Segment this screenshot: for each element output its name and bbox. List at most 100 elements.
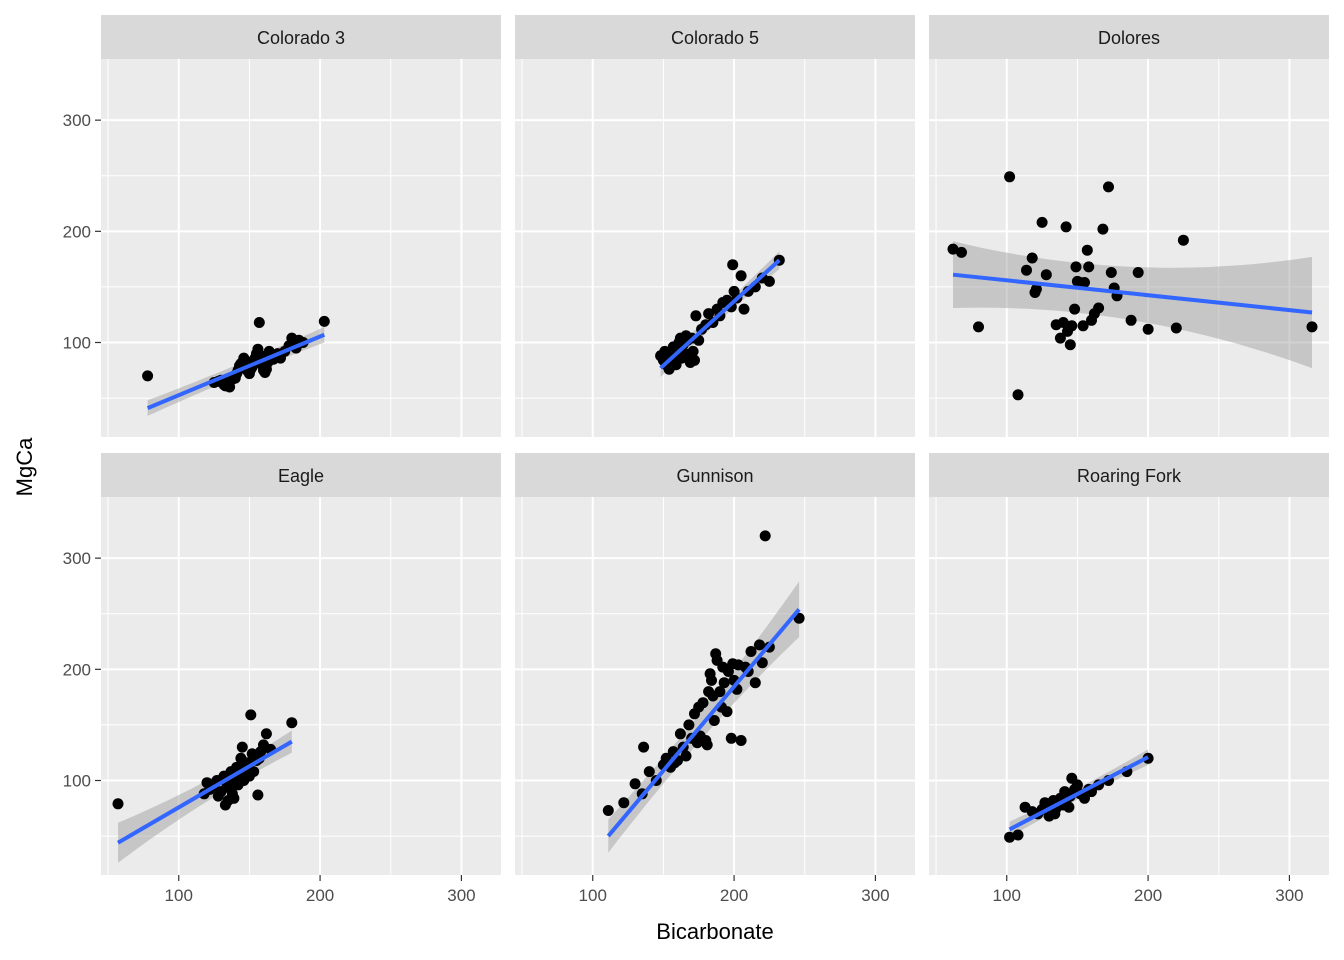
data-point <box>687 345 699 357</box>
panel-grid <box>515 59 915 437</box>
regression-line <box>1008 755 1150 832</box>
data-point <box>1021 264 1032 276</box>
data-point <box>725 732 737 744</box>
data-point <box>1070 261 1082 273</box>
data-point <box>1079 277 1090 288</box>
data-point <box>1083 261 1095 273</box>
data-point <box>112 798 124 810</box>
data-point <box>1103 181 1114 193</box>
data-point <box>756 657 768 669</box>
data-point <box>245 709 257 721</box>
data-point <box>1132 267 1144 278</box>
y-tick-label: 300 <box>63 549 91 568</box>
data-point <box>643 766 655 778</box>
data-point <box>1105 267 1117 278</box>
points <box>655 254 785 375</box>
data-point <box>1064 339 1076 351</box>
data-point <box>1079 792 1090 804</box>
data-point <box>1040 269 1052 281</box>
data-point <box>701 739 713 751</box>
data-point <box>1054 332 1066 344</box>
x-tick-label: 300 <box>1275 886 1303 905</box>
facet-dolores: Dolores <box>929 15 1329 437</box>
data-point <box>714 686 726 698</box>
data-point <box>754 639 765 651</box>
panel-grid <box>101 497 501 875</box>
data-point <box>1177 234 1189 246</box>
panel-background <box>101 59 501 437</box>
y-tick-label: 200 <box>63 660 91 679</box>
data-point <box>1170 322 1182 334</box>
facet-roaring-fork: Roaring Fork <box>929 453 1329 875</box>
data-point <box>706 674 717 686</box>
panel-background <box>929 59 1329 437</box>
data-point <box>956 246 967 258</box>
data-point <box>1060 221 1072 233</box>
facet-colorado-3: Colorado 3 <box>101 15 501 437</box>
data-point <box>142 370 154 382</box>
data-point <box>1036 216 1048 228</box>
panel-grid <box>515 497 915 875</box>
data-point <box>318 315 330 327</box>
facet-strip-label: Dolores <box>1098 28 1160 48</box>
data-point <box>1030 283 1042 295</box>
x-tick-label: 200 <box>1134 886 1162 905</box>
x-axis-title: Bicarbonate <box>656 919 773 944</box>
data-point <box>947 243 959 255</box>
x-tick-label: 200 <box>720 886 748 905</box>
regression-line <box>146 332 326 410</box>
facet-strip <box>101 453 501 497</box>
data-point <box>759 530 771 542</box>
facet-gunnison: Gunnison <box>515 453 915 875</box>
regression-line <box>116 739 293 845</box>
facet-strip-label: Colorado 5 <box>671 28 759 48</box>
data-point <box>718 677 730 689</box>
data-point <box>602 805 614 816</box>
data-point <box>1069 303 1081 315</box>
data-point <box>738 303 750 315</box>
data-point <box>1093 302 1105 314</box>
facet-strip-label: Gunnison <box>676 466 753 486</box>
panel-grid <box>929 497 1329 875</box>
data-point <box>260 728 272 740</box>
data-point <box>674 728 686 740</box>
panel-background <box>929 497 1329 875</box>
regression-line <box>952 272 1313 315</box>
axes-layer: 100 200 300 100 200 300 100 200 300 100 200 300 100 2… <box>63 111 1304 905</box>
facet-strip-label: Eagle <box>278 466 324 486</box>
data-point <box>973 321 984 333</box>
x-tick-label: 100 <box>993 886 1021 905</box>
data-point <box>228 792 240 804</box>
data-point <box>1125 314 1137 326</box>
data-point <box>703 308 715 320</box>
facet-strip <box>929 453 1329 497</box>
data-point <box>1057 317 1069 328</box>
data-point <box>1071 779 1083 791</box>
facet-strip-label: Colorado 3 <box>257 28 345 48</box>
facet-strip <box>929 15 1329 59</box>
facet-eagle: Eagle <box>101 453 501 875</box>
data-point <box>1097 223 1109 235</box>
data-point <box>1012 829 1024 841</box>
panel-grid <box>929 59 1329 437</box>
data-point <box>749 677 761 689</box>
x-tick-label: 300 <box>447 886 475 905</box>
data-point <box>690 310 702 322</box>
data-point <box>708 715 720 726</box>
data-point <box>1066 320 1078 332</box>
regression-line <box>659 258 781 370</box>
y-tick-label: 100 <box>63 772 91 791</box>
y-tick-label: 300 <box>63 111 91 130</box>
data-point <box>1026 252 1038 264</box>
data-point <box>248 766 260 778</box>
data-point <box>253 317 265 328</box>
points <box>142 315 330 393</box>
data-point <box>629 778 641 790</box>
data-point <box>680 750 692 762</box>
data-point <box>721 706 733 718</box>
y-axis-title: MgCa <box>12 437 37 496</box>
data-point <box>745 646 757 657</box>
regression-line <box>606 608 801 838</box>
facet-strip <box>101 15 501 59</box>
